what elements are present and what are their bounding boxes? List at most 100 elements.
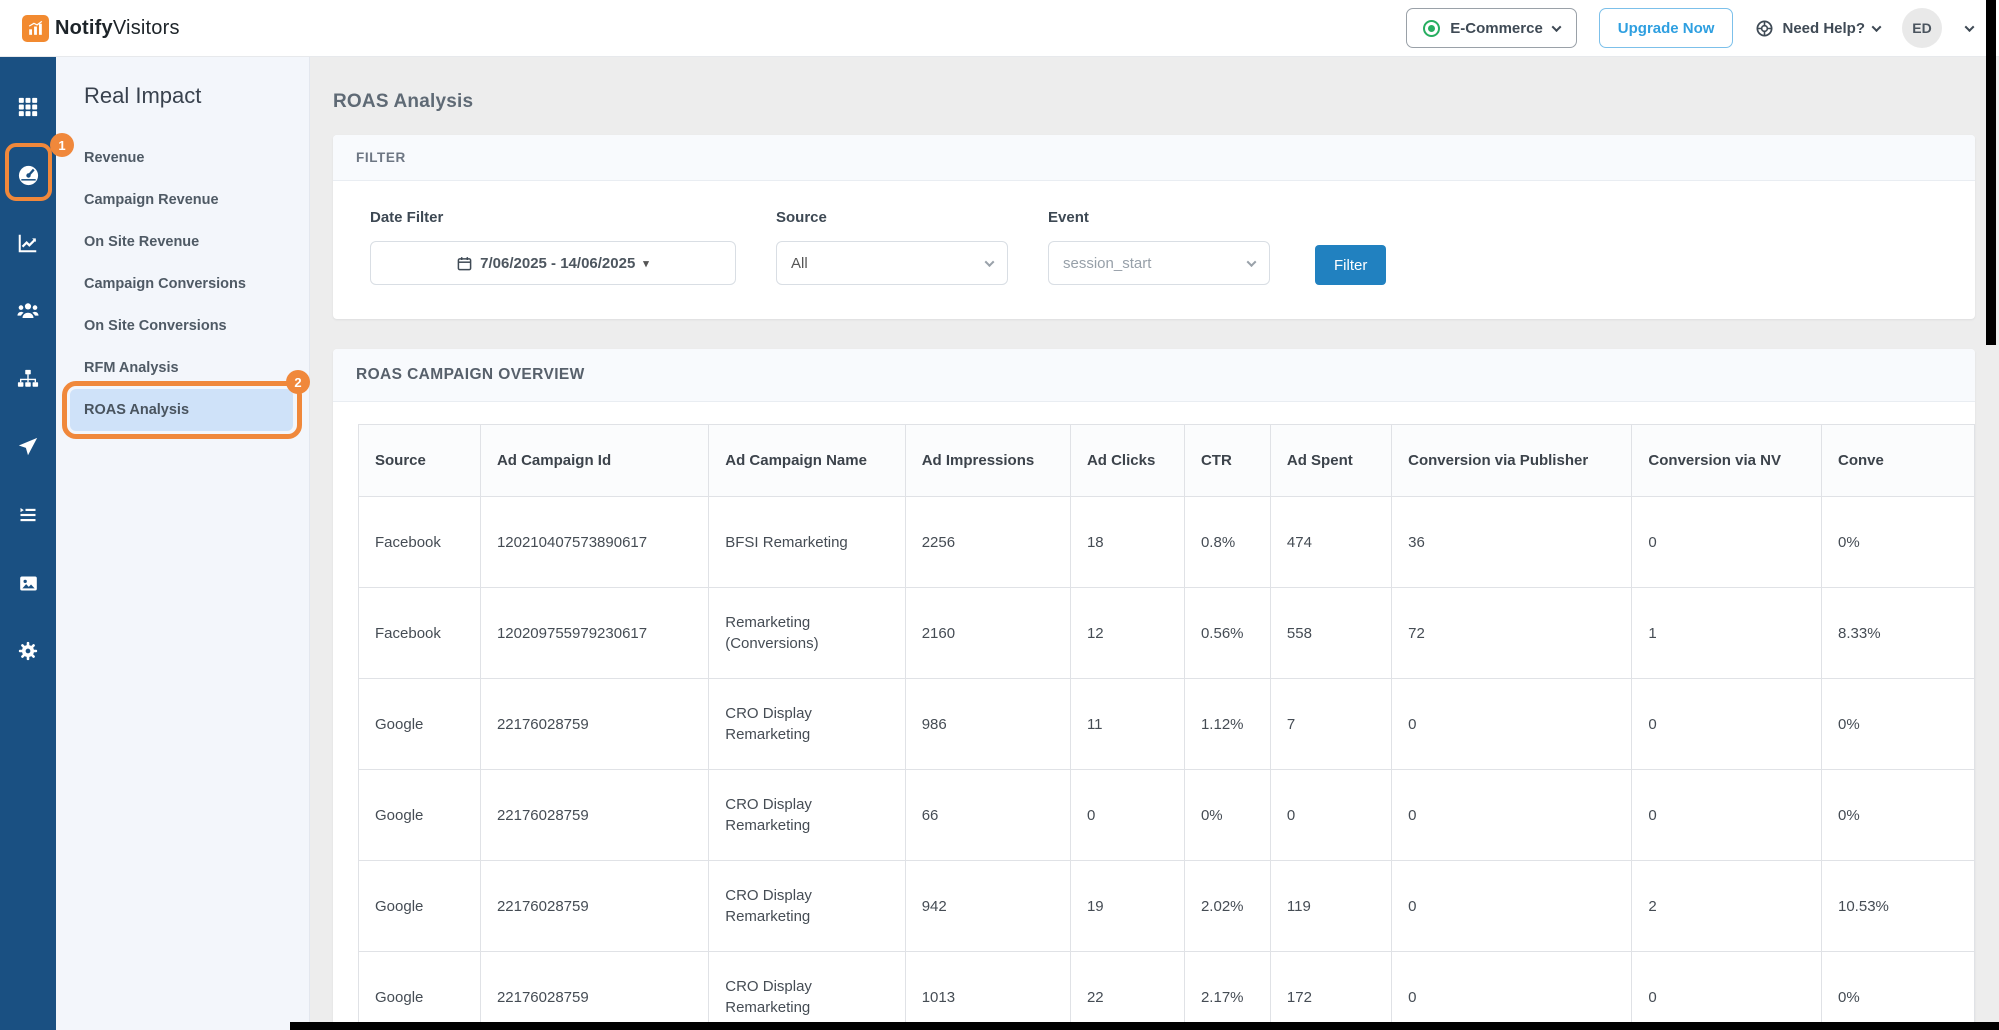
settings-gear-icon[interactable] (15, 639, 41, 663)
table-cell: 2.02% (1183, 860, 1271, 952)
table-row: Facebook 120209755979230617 Remarketing (C… (358, 587, 1975, 679)
table-cell: 19 (1069, 860, 1185, 952)
table-cell: CRO Display Remarketing (708, 951, 906, 1030)
sidebar-item-campaign-revenue[interactable]: Campaign Revenue (84, 192, 219, 208)
workspace-label: E-Commerce (1450, 19, 1543, 37)
brand-name: NotifyVisitors (55, 17, 180, 40)
roas-overview-card: ROAS CAMPAIGN OVERVIEW Source Ad Campaign… (333, 349, 1975, 1030)
brand[interactable]: NotifyVisitors (22, 14, 180, 42)
status-dot-icon (1423, 19, 1441, 37)
sidebar-item-on-site-revenue[interactable]: On Site Revenue (84, 234, 200, 250)
table-header-row: Source Ad Campaign Id Ad Campaign Name Ad I… (358, 424, 1975, 497)
table-cell: 986 (904, 678, 1071, 770)
media-image-icon[interactable] (15, 571, 41, 595)
table-cell: 0% (1821, 769, 1975, 861)
table-cell: 0% (1821, 678, 1975, 770)
horizontal-scrollbar[interactable] (290, 1022, 1999, 1030)
help-menu[interactable]: Need Help? (1755, 19, 1882, 38)
chevron-down-icon (1871, 21, 1882, 32)
user-menu-chevron-icon[interactable] (1964, 21, 1975, 32)
event-label: Event (1048, 209, 1089, 226)
table-cell: CRO Display Remarketing (708, 769, 906, 861)
source-label: Source (776, 209, 827, 226)
date-range-value: 7/06/2025 - 14/06/2025 (480, 254, 636, 272)
vertical-scrollbar[interactable] (1986, 0, 1996, 345)
table-cell: 8.33% (1821, 587, 1975, 679)
table-cell: 942 (904, 860, 1071, 952)
table-cell: CRO Display Remarketing (708, 860, 906, 952)
sitemap-icon[interactable] (15, 367, 41, 391)
column-header: Ad Impressions (904, 424, 1071, 497)
table-cell: CRO Display Remarketing (708, 678, 906, 770)
brand-light: Visitors (112, 16, 180, 39)
event-value: session_start (1063, 254, 1152, 272)
table-cell: 0 (1391, 678, 1633, 770)
table-cell: 22 (1069, 951, 1185, 1030)
source-field: Source All (776, 209, 1008, 285)
table-row: Facebook 120210407573890617 BFSI Remarketi… (358, 496, 1975, 588)
table-row: Google 22176028759 CRO Display Remarketing… (358, 678, 1975, 770)
table-cell: 66 (904, 769, 1071, 861)
table-cell: 0 (1631, 678, 1822, 770)
table-row: Google 22176028759 CRO Display Remarketing… (358, 769, 1975, 861)
table-cell: 72 (1391, 587, 1633, 679)
table-cell: 22176028759 (479, 951, 710, 1030)
event-field: Event session_start (1048, 209, 1270, 285)
filter-submit-button[interactable]: Filter (1315, 245, 1387, 285)
chevron-down-icon (984, 256, 995, 267)
table-cell: Facebook (358, 496, 481, 588)
table-cell: 119 (1269, 860, 1393, 952)
sidebar-item-on-site-conversions[interactable]: On Site Conversions (84, 318, 227, 334)
send-plane-icon[interactable] (15, 435, 41, 459)
column-header: Source (358, 424, 481, 497)
table-cell: Google (358, 951, 481, 1030)
table-cell: 0.8% (1183, 496, 1271, 588)
table-cell: 120209755979230617 (479, 587, 710, 679)
chevron-down-icon (1551, 21, 1562, 32)
table-cell: 1.12% (1183, 678, 1271, 770)
table-cell: 474 (1269, 496, 1393, 588)
date-range-input[interactable]: 7/06/2025 - 14/06/2025 ▾ (370, 241, 736, 285)
table-cell: 0 (1391, 860, 1633, 952)
help-label: Need Help? (1782, 19, 1865, 37)
sidebar-item-roas-analysis[interactable]: ROAS Analysis (70, 389, 293, 431)
table-cell: 2.17% (1183, 951, 1271, 1030)
sidebar-title: Real Impact (84, 83, 202, 108)
table-cell: 1 (1631, 587, 1822, 679)
chart-line-icon[interactable] (15, 231, 41, 255)
sidebar-item-campaign-conversions[interactable]: Campaign Conversions (84, 276, 246, 292)
table-cell: BFSI Remarketing (708, 496, 906, 588)
apps-grid-icon[interactable] (15, 95, 41, 119)
life-ring-help-icon (1756, 20, 1773, 36)
overview-table-wrap: Source Ad Campaign Id Ad Campaign Name Ad I… (333, 402, 1975, 1030)
table-row: Google 22176028759 CRO Display Remarketing… (358, 951, 1975, 1030)
table-cell: 2160 (904, 587, 1071, 679)
column-header: Conve (1821, 424, 1975, 497)
table-cell: Facebook (358, 587, 481, 679)
table-cell: 2256 (904, 496, 1071, 588)
overview-section-header: ROAS CAMPAIGN OVERVIEW (333, 349, 1975, 402)
sidebar-item-revenue[interactable]: Revenue (84, 150, 145, 166)
step-1-badge: 1 (50, 133, 74, 157)
activity-list-icon[interactable] (15, 503, 41, 527)
dashboard-gauge-icon[interactable] (15, 163, 41, 187)
table-cell: 0 (1391, 769, 1633, 861)
filter-card: FILTER Date Filter 7/06/2025 - 14/06/202… (333, 135, 1975, 319)
audience-users-icon[interactable] (15, 299, 41, 323)
upgrade-now-button[interactable]: Upgrade Now (1598, 8, 1734, 48)
event-select[interactable]: session_start (1048, 241, 1270, 285)
table-cell: Remarketing (Conversions) (708, 587, 906, 679)
user-avatar[interactable]: ED (1902, 8, 1942, 48)
table-cell: 1013 (904, 951, 1071, 1030)
column-header: CTR (1183, 424, 1271, 497)
main-content: ROAS Analysis FILTER Date Filter 7/06/20… (310, 57, 1999, 1030)
table-cell: 172 (1269, 951, 1393, 1030)
chevron-down-icon (1246, 256, 1257, 267)
workspace-selector[interactable]: E-Commerce (1406, 8, 1577, 48)
column-header: Ad Spent (1269, 424, 1393, 497)
table-cell: 0% (1183, 769, 1271, 861)
column-header: Conversion via NV (1631, 424, 1822, 497)
source-select[interactable]: All (776, 241, 1008, 285)
table-cell: 0 (1391, 951, 1633, 1030)
sidebar-item-rfm-analysis[interactable]: RFM Analysis (84, 360, 179, 376)
